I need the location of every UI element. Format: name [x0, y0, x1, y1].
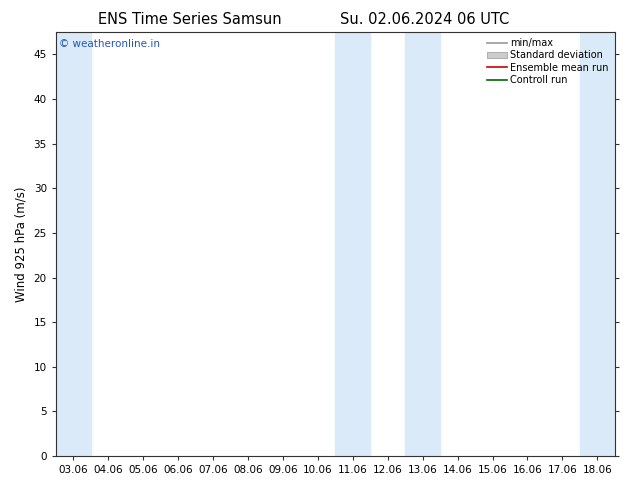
Text: © weatheronline.in: © weatheronline.in: [58, 39, 160, 49]
Bar: [56, 32, 91, 456]
Bar: [405, 32, 440, 456]
Legend: min/max, Standard deviation, Ensemble mean run, Controll run: min/max, Standard deviation, Ensemble me…: [483, 34, 613, 89]
Text: ENS Time Series Samsun: ENS Time Series Samsun: [98, 12, 282, 27]
Text: Su. 02.06.2024 06 UTC: Su. 02.06.2024 06 UTC: [340, 12, 509, 27]
Bar: [335, 32, 370, 456]
Bar: [580, 32, 615, 456]
Y-axis label: Wind 925 hPa (m/s): Wind 925 hPa (m/s): [15, 186, 28, 302]
